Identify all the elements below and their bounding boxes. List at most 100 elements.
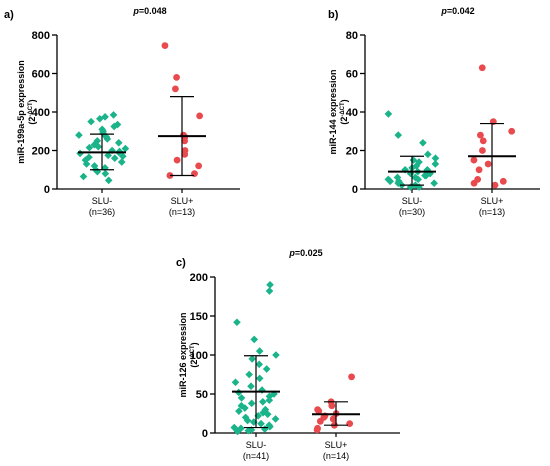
- data-point: [477, 131, 484, 139]
- data-point: [247, 399, 256, 408]
- panel-label: c): [176, 257, 186, 269]
- data-point: [255, 360, 264, 369]
- panel-label: b): [328, 9, 339, 21]
- data-point: [266, 281, 274, 289]
- data-point: [117, 158, 126, 166]
- x-tick-n-label: (n=13): [479, 207, 505, 217]
- y-axis-label: miR-126 expression: [178, 312, 188, 397]
- data-point: [94, 142, 103, 151]
- x-tick-label: SLU+: [325, 440, 348, 450]
- data-point: [255, 374, 264, 383]
- x-tick-label: SLU+: [171, 196, 194, 206]
- y-tick-label: 200: [190, 272, 208, 284]
- p-value-label: p=0.048: [132, 6, 166, 16]
- y-tick-label: 800: [32, 30, 50, 42]
- data-point: [348, 373, 355, 381]
- data-point: [470, 156, 478, 164]
- y-tick-label: 400: [32, 107, 50, 119]
- data-point: [424, 150, 432, 159]
- data-point: [241, 413, 250, 422]
- data-point: [430, 179, 438, 188]
- data-point: [79, 172, 88, 181]
- x-tick-n-label: (n=14): [323, 451, 349, 461]
- y-tick-label: 100: [190, 350, 208, 362]
- data-point: [346, 420, 354, 428]
- data-point: [411, 173, 420, 182]
- data-point: [384, 110, 393, 118]
- p-value-label: p=0.025: [288, 248, 322, 258]
- chart-panel-1: a) p=0.048 0 200 400 600 800 miR-199a-5p expres…: [4, 6, 240, 217]
- data-point: [172, 85, 179, 93]
- data-point: [250, 335, 259, 344]
- x-tick-label: SLU-: [92, 196, 113, 206]
- data-point: [412, 162, 421, 170]
- data-point: [96, 114, 104, 123]
- data-point: [181, 137, 189, 145]
- data-point: [247, 382, 255, 390]
- data-point: [316, 417, 324, 425]
- p-value-label: p=0.042: [440, 6, 474, 16]
- y-axis-unit: (2-ΔCT): [189, 342, 199, 367]
- data-point: [479, 147, 486, 154]
- data-point: [265, 396, 274, 405]
- data-point: [315, 407, 323, 415]
- y-axis-unit: (2-ΔCT): [27, 99, 37, 124]
- data-point: [508, 127, 516, 135]
- data-point: [499, 177, 507, 185]
- data-point: [101, 169, 110, 178]
- data-point: [87, 117, 95, 126]
- y-tick-label: 0: [44, 184, 50, 196]
- data-point: [231, 378, 240, 387]
- y-tick-label: 60: [346, 69, 358, 81]
- y-tick-label: 20: [346, 146, 358, 158]
- data-point: [415, 183, 423, 191]
- x-tick-label: SLU-: [402, 196, 423, 206]
- data-point: [266, 422, 274, 431]
- data-point: [196, 112, 204, 120]
- y-tick-label: 80: [346, 30, 358, 42]
- y-tick-label: 200: [32, 146, 50, 158]
- x-tick-n-label: (n=30): [399, 207, 425, 217]
- data-point: [195, 162, 203, 170]
- data-point: [484, 160, 492, 168]
- data-point: [237, 394, 246, 402]
- data-point: [258, 386, 266, 394]
- data-point: [265, 287, 274, 295]
- data-point: [241, 404, 249, 412]
- data-point: [233, 318, 241, 327]
- x-tick-label: SLU-: [246, 440, 267, 450]
- data-point: [421, 171, 429, 180]
- data-point: [109, 111, 118, 119]
- x-tick-n-label: (n=41): [243, 451, 269, 461]
- data-point: [255, 347, 264, 355]
- y-axis-label: miR-144 expression: [328, 69, 338, 154]
- y-tick-label: 600: [32, 69, 50, 81]
- data-point: [173, 73, 180, 81]
- data-point: [99, 129, 107, 137]
- data-point: [386, 177, 394, 186]
- data-point: [166, 172, 174, 179]
- y-tick-label: 50: [196, 389, 208, 401]
- data-point: [173, 156, 181, 164]
- data-point: [85, 153, 93, 162]
- data-point: [406, 169, 415, 178]
- data-point: [470, 179, 478, 187]
- data-point: [313, 426, 321, 434]
- y-tick-label: 0: [202, 428, 208, 440]
- data-point: [260, 425, 269, 433]
- data-point: [491, 181, 499, 189]
- data-point: [478, 64, 486, 72]
- data-point: [394, 131, 403, 139]
- data-point: [85, 143, 94, 152]
- data-point: [233, 427, 242, 436]
- data-point: [431, 160, 440, 168]
- data-point: [475, 166, 483, 174]
- y-axis-label: miR-199a-5p expression: [16, 60, 26, 164]
- data-point: [259, 398, 267, 406]
- chart-panel-2: b) p=0.042 0 20 40 60 80 miR-144 expression (2-Δ…: [328, 6, 540, 217]
- data-point: [406, 183, 415, 191]
- panel-label: a): [4, 9, 14, 21]
- data-point: [235, 407, 243, 415]
- data-point: [93, 167, 102, 176]
